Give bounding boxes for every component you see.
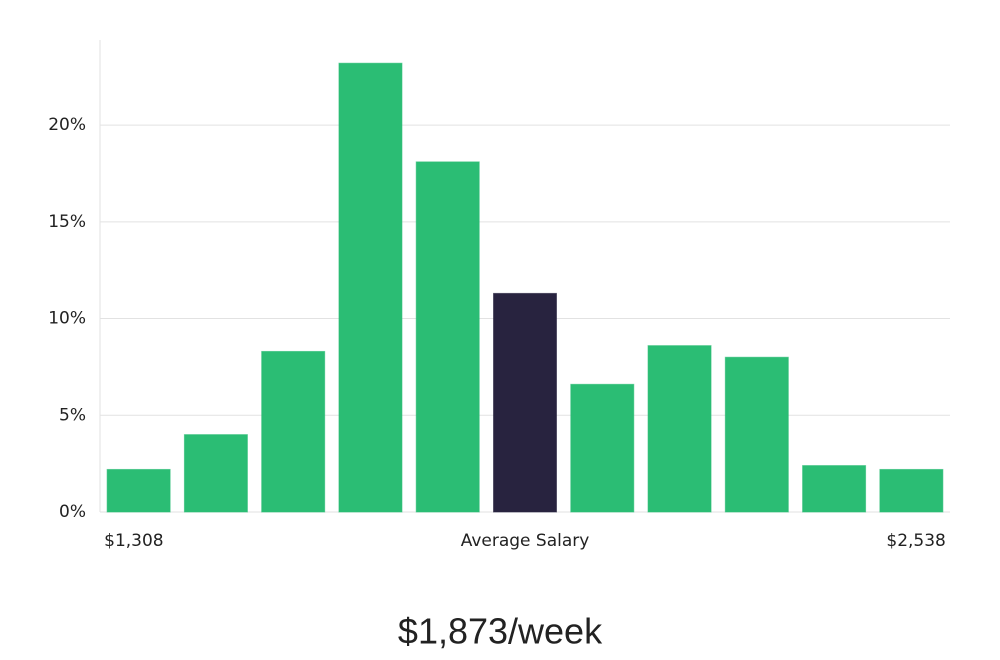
bar — [338, 62, 403, 513]
x-tick-label: Average Salary — [461, 531, 590, 551]
y-tick-label: 0% — [59, 502, 86, 522]
x-tick-label: $1,308 — [104, 531, 163, 551]
summary: $1,873/week — [398, 611, 603, 652]
bar — [802, 465, 867, 513]
x-tick-label: $2,538 — [886, 531, 945, 551]
bar — [724, 356, 789, 513]
y-tick-label: 5% — [59, 405, 86, 425]
bar — [415, 161, 480, 513]
bar — [879, 468, 944, 513]
bar — [106, 468, 171, 513]
y-tick-label: 15% — [48, 212, 86, 232]
bar — [183, 434, 248, 513]
y-tick-label: 10% — [48, 309, 86, 329]
bar — [647, 345, 712, 513]
bar — [570, 383, 635, 513]
bar — [493, 292, 557, 513]
y-tick-label: 20% — [48, 115, 86, 135]
bar — [261, 350, 326, 513]
